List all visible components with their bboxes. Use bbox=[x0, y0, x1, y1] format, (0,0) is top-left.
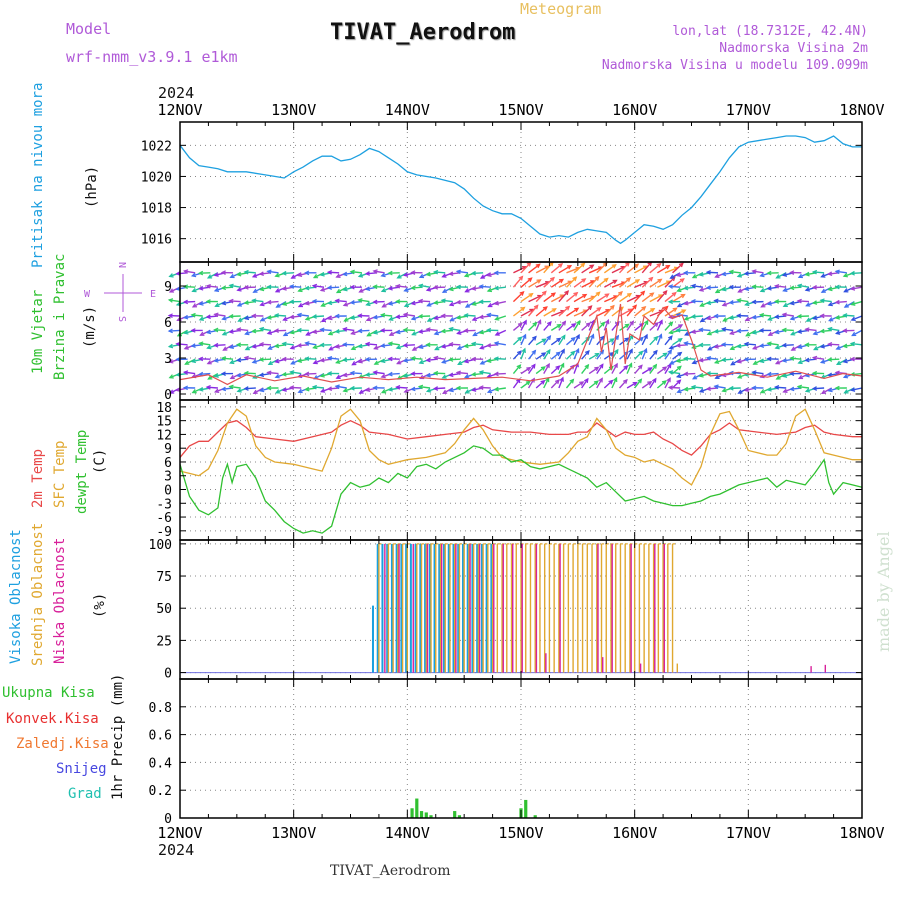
model-elevation-label: Nadmorska Visina u modelu 109.099m bbox=[601, 58, 868, 73]
temperature-tick-label: 3 bbox=[164, 470, 172, 485]
day-label-top: 15NOV bbox=[498, 101, 543, 119]
model-label: Model bbox=[66, 20, 112, 38]
pressure-series-pritisak-na-nivou-mora bbox=[179, 135, 862, 245]
pressure-tick-label: 1022 bbox=[141, 139, 172, 154]
day-label-bottom: 18NOV bbox=[839, 824, 884, 842]
pressure-tick-label: 1016 bbox=[141, 233, 172, 248]
temperature-tick-label: 6 bbox=[164, 456, 172, 471]
cloud-tick-label: 0 bbox=[164, 667, 172, 682]
cloud-tick-label: 100 bbox=[149, 538, 172, 553]
precip-bar bbox=[457, 815, 462, 818]
day-label-top: 13NOV bbox=[271, 101, 316, 119]
wind_speed-tick-label: 3 bbox=[164, 352, 172, 367]
temperature-tick-label: -9 bbox=[156, 525, 172, 540]
temperature-tick-label: -3 bbox=[156, 497, 172, 512]
lonlat-label: lon,lat (18.7312E, 42.4N) bbox=[672, 24, 868, 39]
temperature-tick-label: 12 bbox=[156, 428, 172, 443]
wind-legend-w: W bbox=[84, 289, 91, 300]
precip-tick-label: 0.2 bbox=[149, 784, 172, 799]
wind-direction-legend: W E N S bbox=[84, 262, 156, 322]
wind-legend-e: E bbox=[150, 289, 156, 300]
day-label-bottom: 13NOV bbox=[271, 824, 316, 842]
day-label-bottom: 12NOV bbox=[157, 824, 202, 842]
temperature-tick-label: 0 bbox=[164, 484, 172, 499]
precip-bar bbox=[424, 812, 428, 818]
wind_speed-tick-label: 9 bbox=[164, 280, 172, 295]
cloud-tick-label: 50 bbox=[156, 602, 172, 617]
wind-legend-n: N bbox=[116, 262, 127, 268]
page-title: TIVAT_Aerodrom bbox=[330, 20, 516, 45]
day-label-top: 17NOV bbox=[726, 101, 771, 119]
temperature-tick-label: 15 bbox=[156, 415, 172, 430]
product-label: Meteogram bbox=[520, 0, 602, 18]
model-version: wrf-nmm_v3.9.1 e1km bbox=[66, 48, 238, 66]
precip-label-frz: Zaledj.Kisa bbox=[16, 736, 109, 752]
day-label-bottom: 15NOV bbox=[498, 824, 543, 842]
pressure-tick-label: 1018 bbox=[141, 202, 172, 217]
day-label-bottom: 16NOV bbox=[612, 824, 657, 842]
wind_speed-series-10m-wind-speed bbox=[179, 303, 863, 386]
precip-bar bbox=[419, 811, 424, 818]
day-label-bottom: 17NOV bbox=[726, 824, 771, 842]
precip-label-rain: Ukupna Kisa bbox=[2, 685, 95, 701]
temperature-series-2m-temp bbox=[179, 419, 862, 458]
day-label-top: 18NOV bbox=[839, 101, 884, 119]
temperature-tick-label: 9 bbox=[164, 442, 172, 457]
day-label-top: 16NOV bbox=[612, 101, 657, 119]
precip-bar bbox=[524, 799, 528, 818]
day-label-bottom: 14NOV bbox=[385, 824, 430, 842]
day-label-top: 14NOV bbox=[385, 101, 430, 119]
wind_speed-tick-label: 6 bbox=[164, 316, 172, 331]
footer-station: TIVAT_Aerodrom bbox=[330, 863, 451, 879]
precip-label-hail: Grad bbox=[68, 786, 102, 802]
precip-tick-label: 0 bbox=[164, 812, 172, 827]
precip-bar bbox=[429, 815, 433, 818]
wind-legend-s: S bbox=[116, 316, 127, 322]
year-label-bottom: 2024 bbox=[158, 841, 194, 859]
day-label-top: 12NOV bbox=[157, 101, 202, 119]
temperature-tick-label: 18 bbox=[156, 401, 172, 416]
cloud-tick-label: 25 bbox=[156, 634, 172, 649]
cloud-tick-label: 75 bbox=[156, 570, 172, 585]
wind_speed-tick-label: 0 bbox=[164, 388, 172, 403]
elevation-label: Nadmorska Visina 2m bbox=[719, 41, 868, 56]
precip-label-snow: Snijeg bbox=[56, 761, 107, 777]
precip-label-conv: Konvek.Kisa bbox=[6, 711, 99, 727]
precip-tick-label: 0.6 bbox=[149, 729, 172, 744]
precip-bar bbox=[415, 798, 419, 818]
precip-tick-label: 0.4 bbox=[149, 756, 173, 771]
temperature-tick-label: -6 bbox=[156, 511, 172, 526]
temperature-series-dewpt-temp bbox=[179, 445, 863, 534]
pressure-tick-label: 1020 bbox=[141, 170, 172, 185]
precip-tick-label: 0.8 bbox=[149, 701, 172, 716]
precip-bar bbox=[453, 811, 457, 818]
precip-bar bbox=[410, 808, 414, 818]
year-label-top: 2024 bbox=[158, 84, 194, 102]
precip-bar bbox=[533, 815, 537, 818]
temperature-series-sfc-temp bbox=[179, 408, 862, 486]
